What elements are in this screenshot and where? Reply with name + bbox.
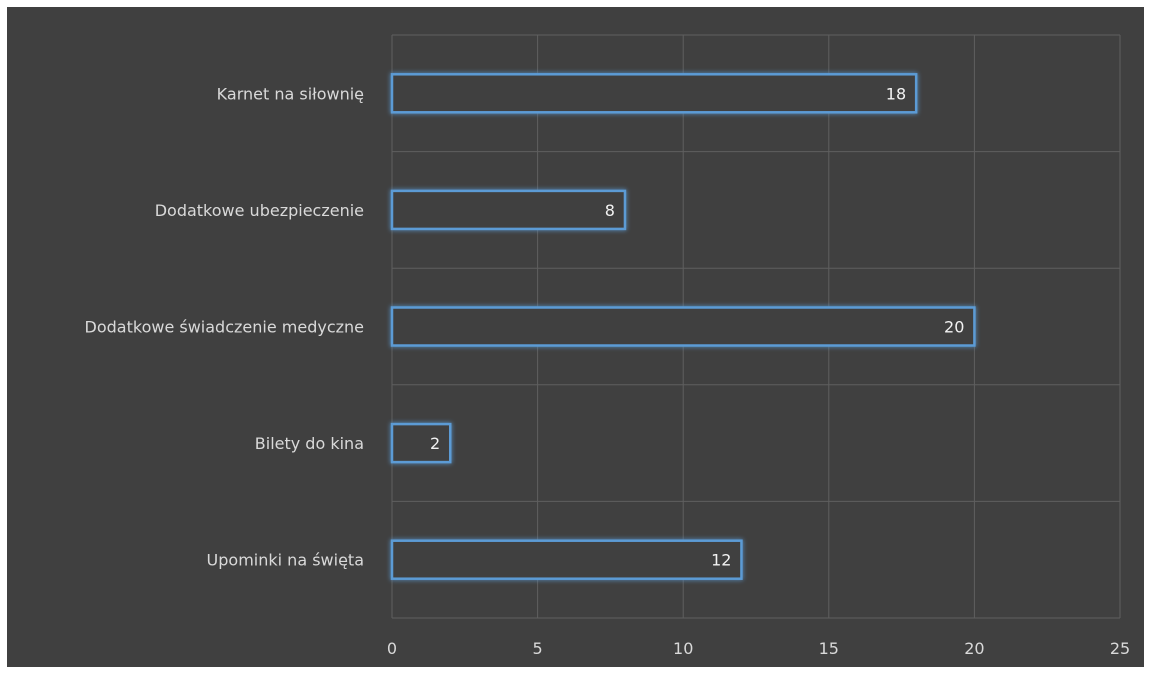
x-tick-label: 25 — [1110, 639, 1130, 658]
bar — [390, 306, 976, 347]
x-tick-label: 20 — [964, 639, 984, 658]
category-label: Dodatkowe świadczenie medyczne — [85, 318, 364, 337]
x-tick-label: 0 — [387, 639, 397, 658]
bar — [390, 539, 743, 580]
data-label: 12 — [711, 551, 731, 570]
x-tick-label: 5 — [533, 639, 543, 658]
bar — [390, 422, 452, 464]
category-label: Karnet na siłownię — [217, 84, 364, 103]
data-label: 18 — [886, 84, 906, 103]
category-label: Dodatkowe ubezpieczenie — [155, 201, 364, 220]
x-tick-label: 15 — [819, 639, 839, 658]
bar — [390, 73, 918, 114]
category-label: Bilety do kina — [255, 434, 364, 453]
bar — [390, 189, 627, 231]
data-label: 20 — [944, 318, 964, 337]
x-tick-label: 10 — [673, 639, 693, 658]
category-label: Upominki na święta — [207, 551, 364, 570]
data-label: 8 — [605, 201, 615, 220]
data-label: 2 — [430, 434, 440, 453]
